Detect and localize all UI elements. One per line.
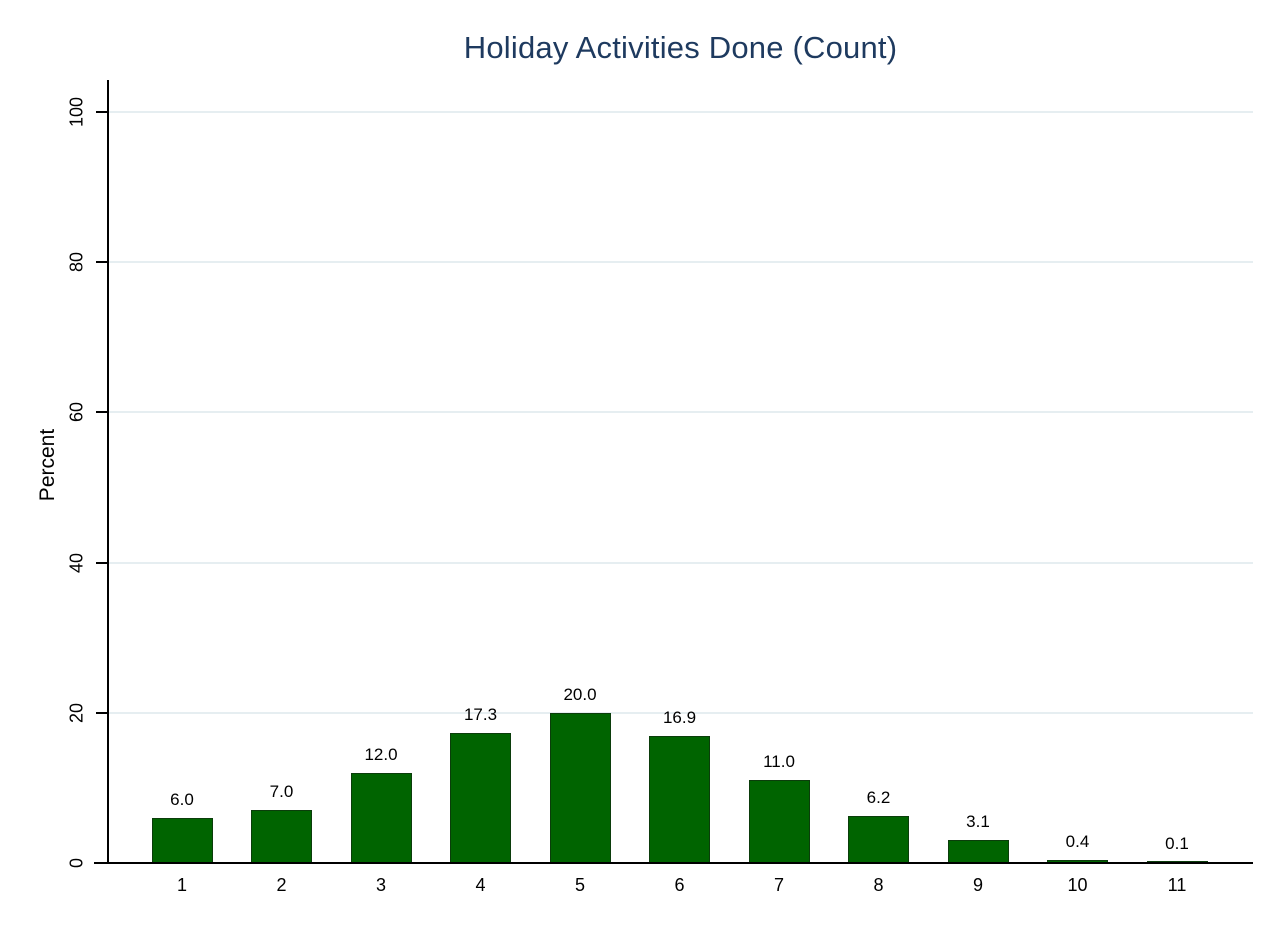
bar — [549, 712, 611, 863]
y-tick-label: 100 — [66, 96, 87, 128]
bar-value-label: 17.3 — [463, 705, 498, 725]
bar-value-label: 0.1 — [1165, 834, 1189, 854]
y-tick — [96, 561, 108, 564]
x-tick-label: 9 — [972, 875, 984, 895]
x-tick-label: 3 — [375, 875, 387, 895]
y-axis-title: Percent — [36, 428, 59, 502]
bar — [151, 817, 213, 863]
y-tick — [96, 711, 108, 714]
bar-value-label: 7.0 — [269, 782, 294, 802]
y-tick — [96, 111, 108, 113]
x-tick-label: 7 — [773, 875, 785, 895]
bar — [748, 780, 810, 863]
x-tick-label: 1 — [176, 875, 188, 895]
chart-title: Holiday Activities Done (Count) — [463, 30, 898, 65]
gridline — [108, 411, 1253, 414]
y-tick-label: 80 — [66, 252, 87, 273]
y-axis-line — [107, 80, 109, 863]
y-tick — [96, 261, 108, 264]
x-tick-label: 4 — [475, 875, 486, 895]
bar — [649, 736, 710, 863]
x-axis-line — [94, 862, 1253, 864]
bar — [848, 816, 909, 863]
y-tick-label: 40 — [66, 552, 87, 573]
bar — [350, 772, 412, 863]
x-tick-label: 8 — [873, 875, 884, 895]
gridline — [108, 711, 1253, 714]
bar-value-label: 12.0 — [364, 744, 398, 764]
bar-value-label: 16.9 — [662, 708, 697, 728]
bar-value-label: 6.0 — [170, 789, 194, 809]
gridline — [108, 561, 1253, 564]
bar — [251, 810, 312, 863]
bar-value-label: 20.0 — [563, 684, 597, 704]
bar-value-label: 6.2 — [866, 788, 891, 808]
x-tick-label: 5 — [574, 875, 586, 895]
y-tick — [96, 862, 108, 864]
x-tick-label: 6 — [674, 875, 685, 895]
gridline — [108, 261, 1253, 264]
gridline — [108, 111, 1253, 113]
y-tick-label: 20 — [66, 702, 87, 723]
y-tick-label: 60 — [66, 402, 87, 423]
x-tick-label: 11 — [1167, 875, 1187, 895]
plot-area: 0 20 40 60 80 100 6.0 1 7.0 2 12.0 3 17.3 4 20.0 5 16.9 6… — [67, 80, 1253, 895]
y-tick — [96, 411, 108, 414]
y-tick-label: 0 — [66, 857, 87, 869]
x-tick-label: 2 — [276, 875, 287, 895]
bar — [947, 839, 1009, 863]
bar-value-label: 0.4 — [1065, 832, 1090, 851]
bar-value-label: 3.1 — [966, 811, 990, 831]
x-tick-label: 10 — [1067, 875, 1088, 895]
bar — [450, 733, 511, 863]
bar-value-label: 11.0 — [763, 752, 795, 772]
